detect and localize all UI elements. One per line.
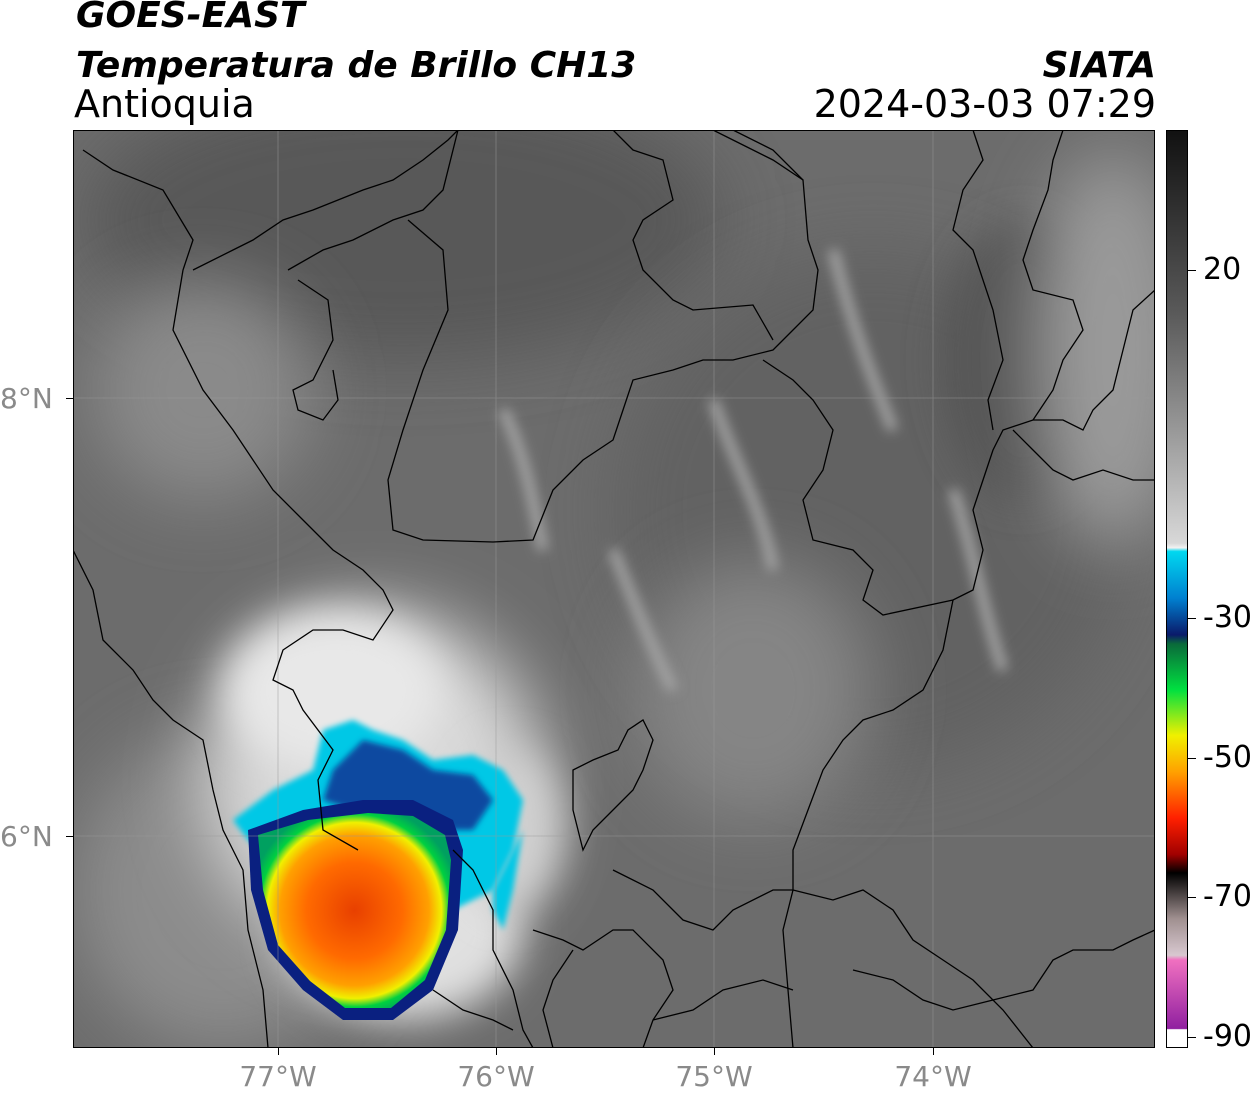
lon-tick-mark [496,1048,497,1055]
colorbar-label-minus50: -50 [1203,740,1252,775]
lat-label-8n: 8°N [0,382,53,415]
colorbar-tick [1188,270,1196,271]
light-region [633,560,873,820]
lon-tick-mark [933,1048,934,1055]
colorbar-tick [1188,618,1196,619]
colorbar-tick [1188,1037,1196,1038]
brightness-temperature-map [72,80,1193,1050]
colorbar-label-20: 20 [1203,252,1242,287]
lon-tick-mark [278,1048,279,1055]
satellite-title: GOES-EAST [76,0,305,36]
lon-label-74w: 74°W [894,1060,972,1093]
agency-label: SIATA [1042,45,1156,86]
light-region [1033,150,1193,550]
colorbar-tick [1188,897,1196,898]
colorbar-tick [1188,758,1196,759]
lon-label-76w: 76°W [457,1060,535,1093]
convective-storm [233,720,523,1020]
cirrus-streaks [498,248,1008,693]
administrative-borders [72,129,1156,1049]
colorbar-label-minus70: -70 [1203,879,1252,914]
product-title: Temperatura de Brillo CH13 [76,45,637,86]
graticule [73,130,1155,1048]
colorbar [1166,130,1188,1048]
lon-label-75w: 75°W [675,1060,753,1093]
map-canvas [72,80,1193,1050]
datetime-label: 2024-03-03 07:29 [813,82,1156,126]
lat-label-6n: 6°N [0,820,53,853]
lat-tick-mark [66,836,73,837]
colorbar-label-minus30: -30 [1203,600,1252,635]
lat-tick-mark [66,398,73,399]
colorbar-gradient [1167,131,1187,1047]
colorbar-label-minus90: -90 [1203,1019,1252,1054]
lon-label-77w: 77°W [239,1060,317,1093]
lon-tick-mark [714,1048,715,1055]
region-label: Antioquia [74,82,255,126]
